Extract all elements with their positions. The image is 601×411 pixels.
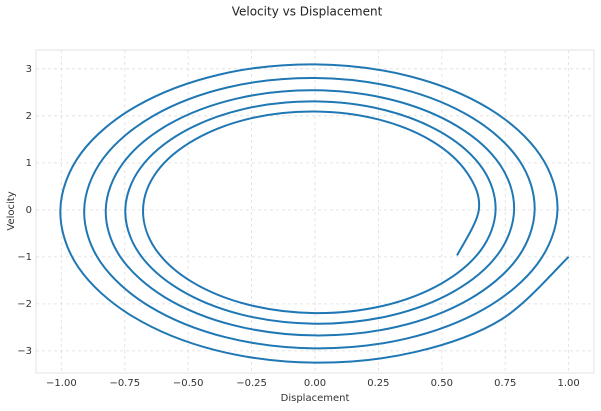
y-tick-label: −3 (17, 346, 32, 357)
x-tick-label: −1.00 (46, 378, 77, 389)
x-tick-label: 0.50 (431, 378, 453, 389)
y-axis-label: Velocity (6, 191, 17, 230)
y-tick-label: −1 (17, 252, 32, 263)
spiral-line (59, 63, 570, 364)
x-tick-label: −0.25 (236, 378, 267, 389)
x-tick-label: 1.00 (558, 378, 580, 389)
chart-title: Velocity vs Displacement (232, 5, 383, 19)
y-tick-label: 2 (26, 111, 32, 122)
x-tick-label: 0.25 (367, 378, 389, 389)
x-axis-label: Displacement (281, 393, 350, 404)
x-tick-label: 0.75 (494, 378, 516, 389)
y-tick-label: 0 (26, 205, 32, 216)
y-tick-label: 1 (26, 158, 32, 169)
plot-frame (35, 49, 595, 374)
y-tick-label: 3 (26, 64, 32, 75)
x-tick-label: −0.50 (173, 378, 204, 389)
x-tick-label: −0.75 (109, 378, 140, 389)
y-tick-label: −2 (17, 299, 32, 310)
x-tick-label: 0.00 (304, 378, 326, 389)
